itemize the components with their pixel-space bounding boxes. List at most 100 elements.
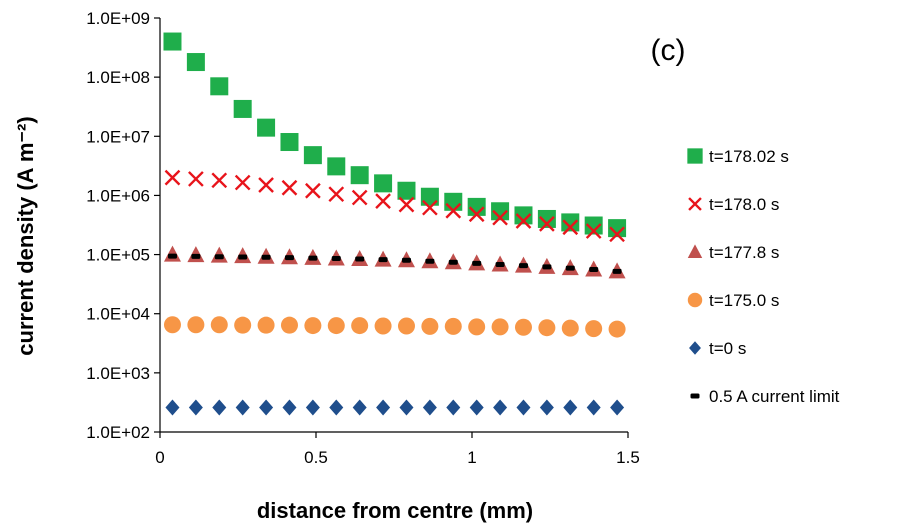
data-point-circle xyxy=(328,317,345,334)
data-point-circle xyxy=(468,318,485,335)
data-point-diamond xyxy=(399,399,413,415)
y-tick-label: 1.0E+06 xyxy=(86,186,150,205)
data-point-square xyxy=(210,77,228,95)
data-point-diamond xyxy=(259,399,273,415)
data-point-dash xyxy=(472,261,481,266)
data-point-x xyxy=(282,181,296,195)
x-axis-title: distance from centre (mm) xyxy=(257,498,533,523)
data-point-dash xyxy=(589,267,598,272)
data-point-x xyxy=(353,191,367,205)
legend-marker-diamond xyxy=(689,341,701,355)
data-point-dash xyxy=(425,259,434,264)
data-point-x xyxy=(259,178,273,192)
data-point-circle xyxy=(375,317,392,334)
data-point-x xyxy=(236,176,250,190)
data-point-dash xyxy=(542,264,551,269)
legend-label: t=178.02 s xyxy=(709,147,789,166)
data-point-diamond xyxy=(610,399,624,415)
data-point-dash xyxy=(168,254,177,259)
data-point-circle xyxy=(609,321,626,338)
data-point-square xyxy=(374,174,392,192)
data-point-circle xyxy=(421,318,438,335)
legend-marker-square xyxy=(687,148,702,163)
x-tick-label: 0 xyxy=(155,448,164,467)
y-axis-title: current density (A m⁻²) xyxy=(13,116,38,355)
data-point-diamond xyxy=(306,399,320,415)
y-tick-label: 1.0E+09 xyxy=(86,9,150,28)
data-point-diamond xyxy=(423,399,437,415)
data-point-dash xyxy=(449,260,458,265)
y-tick-label: 1.0E+02 xyxy=(86,423,150,442)
y-tick-labels: 1.0E+02 1.0E+03 1.0E+04 1.0E+05 1.0E+06 1.0E+… xyxy=(86,9,150,442)
data-point-dash xyxy=(355,257,364,262)
data-point-diamond xyxy=(212,399,226,415)
data-point-diamond xyxy=(470,399,484,415)
legend-marker-circle xyxy=(688,293,702,307)
panel-label: (c) xyxy=(651,34,686,67)
data-point-circle xyxy=(538,319,555,336)
legend-item: t=178.0 s xyxy=(689,195,779,214)
legend-marker-dash xyxy=(691,394,700,399)
y-tick-label: 1.0E+04 xyxy=(86,305,150,324)
data-point-square xyxy=(187,53,205,71)
data-point-circle xyxy=(211,316,228,333)
y-tick-label: 1.0E+03 xyxy=(86,364,150,383)
data-point-circle xyxy=(281,317,298,334)
data-point-x xyxy=(329,187,343,201)
data-point-square xyxy=(327,157,345,175)
data-point-circle xyxy=(351,317,368,334)
legend-label: t=175.0 s xyxy=(709,291,779,310)
data-point-diamond xyxy=(446,399,460,415)
y-tick-label: 1.0E+05 xyxy=(86,246,150,265)
data-point-circle xyxy=(562,320,579,337)
data-point-x xyxy=(212,173,226,187)
data-point-square xyxy=(280,133,298,151)
data-point-x xyxy=(376,194,390,208)
x-tick-label: 0.5 xyxy=(304,448,328,467)
legend-label: t=178.0 s xyxy=(709,195,779,214)
legend-marker-x xyxy=(689,198,701,210)
data-point-square xyxy=(304,146,322,164)
data-point-diamond xyxy=(587,399,601,415)
data-point-triangle xyxy=(164,246,181,262)
data-point-circle xyxy=(234,317,251,334)
data-point-dash xyxy=(496,262,505,267)
data-point-diamond xyxy=(563,399,577,415)
series-x xyxy=(165,171,624,242)
data-point-circle xyxy=(164,316,181,333)
data-point-dash xyxy=(238,254,247,259)
x-tick-label: 1 xyxy=(467,448,476,467)
data-point-circle xyxy=(585,320,602,337)
data-point-diamond xyxy=(540,399,554,415)
data-point-dash xyxy=(191,254,200,259)
legend-label: t=177.8 s xyxy=(709,243,779,262)
legend-label: 0.5 A current limit xyxy=(709,387,840,406)
legend-item: t=175.0 s xyxy=(688,291,780,310)
data-point-diamond xyxy=(189,399,203,415)
data-point-square xyxy=(444,193,462,211)
series-circle xyxy=(164,316,626,337)
data-point-dash xyxy=(566,266,575,271)
legend-item: t=0 s xyxy=(689,339,746,358)
data-point-x xyxy=(306,184,320,198)
data-point-circle xyxy=(187,316,204,333)
data-point-circle xyxy=(515,319,532,336)
data-point-dash xyxy=(215,254,224,259)
data-point-diamond xyxy=(165,399,179,415)
legend-label: t=0 s xyxy=(709,339,746,358)
data-point-circle xyxy=(304,317,321,334)
data-point-circle xyxy=(492,318,509,335)
data-point-square xyxy=(234,100,252,118)
data-point-diamond xyxy=(282,399,296,415)
series-layer xyxy=(163,33,626,416)
legend-item: 0.5 A current limit xyxy=(691,387,840,406)
data-point-dash xyxy=(285,255,294,260)
data-point-diamond xyxy=(353,399,367,415)
data-point-square xyxy=(351,166,369,184)
y-tick-label: 1.0E+07 xyxy=(86,127,150,146)
data-point-square xyxy=(163,33,181,51)
data-point-diamond xyxy=(236,399,250,415)
data-point-dash xyxy=(519,263,528,268)
x-tick-label: 1.5 xyxy=(616,448,640,467)
data-point-circle xyxy=(398,317,415,334)
